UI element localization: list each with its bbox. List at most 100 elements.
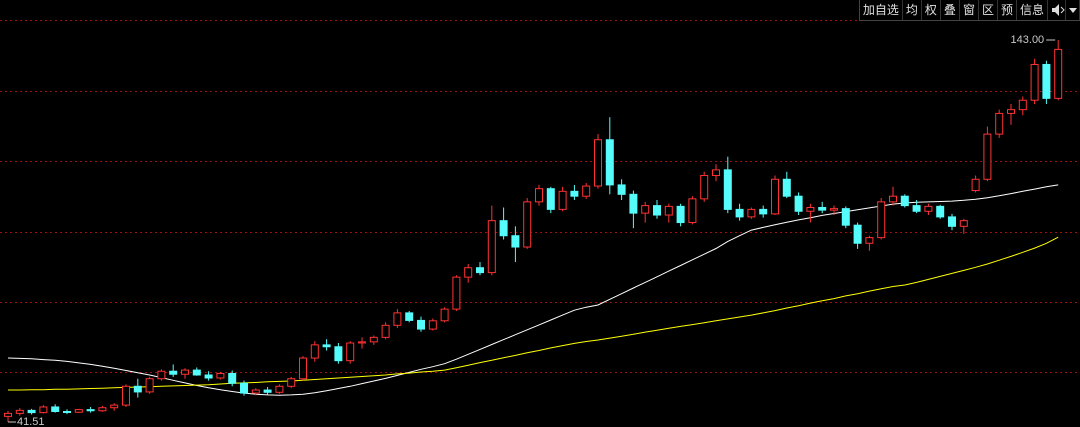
toolbar-button[interactable]: 权: [922, 0, 941, 20]
candle-body: [818, 206, 827, 211]
toolbar-button[interactable]: 信息: [1017, 0, 1048, 20]
candle-body: [15, 409, 24, 414]
moving-average-line: [7, 184, 1059, 396]
candle-body: [676, 205, 685, 224]
moving-average-line: [8, 236, 1059, 391]
candle-body: [110, 404, 119, 409]
candle-body: [393, 312, 402, 326]
candle-body: [251, 389, 260, 394]
candle-body: [464, 267, 473, 278]
candle-body: [86, 409, 95, 412]
toolbar-button[interactable]: 窗: [960, 0, 979, 20]
candle-body: [39, 406, 48, 414]
candle-body: [240, 382, 248, 394]
candle-body: [499, 220, 508, 237]
candle-body: [641, 205, 650, 214]
candle-body: [723, 169, 732, 210]
candle-body: [936, 205, 945, 218]
candle-body: [452, 276, 461, 310]
dropdown-icon[interactable]: [1066, 0, 1080, 20]
candle-body: [570, 190, 579, 197]
candle-body: [310, 344, 319, 359]
candle-body: [712, 169, 720, 177]
candle-body: [924, 205, 933, 212]
candle-body: [228, 372, 237, 384]
candle-body: [582, 185, 591, 197]
candle-body: [428, 320, 437, 330]
candle-body: [664, 205, 673, 216]
candle-body: [535, 188, 543, 203]
candle-body: [889, 195, 897, 203]
candle-body: [511, 235, 520, 248]
candle-body: [133, 385, 142, 393]
toolbar-button[interactable]: 预: [998, 0, 1017, 20]
candle-body: [830, 208, 838, 211]
candle-body: [299, 357, 307, 380]
candle-body: [1054, 48, 1063, 99]
candle-body: [546, 188, 555, 210]
candle-body: [476, 267, 484, 274]
min-price-label: 41.51: [17, 416, 45, 427]
candle-body: [841, 208, 850, 226]
candle-body: [263, 389, 272, 393]
toolbar-button[interactable]: 加自选: [860, 0, 903, 20]
candle-body: [983, 133, 992, 180]
candle-body: [63, 410, 71, 413]
candle-body: [605, 139, 614, 186]
candle-body: [959, 220, 968, 227]
toolbar-button[interactable]: 区: [979, 0, 998, 20]
candle-body: [629, 193, 638, 214]
candle-body: [346, 342, 355, 362]
candle-body: [369, 336, 378, 343]
toolbar: 加自选均权叠窗区预信息: [858, 0, 1080, 21]
candle-body: [381, 324, 390, 338]
candle-body: [145, 378, 154, 393]
candle-body: [523, 201, 532, 248]
toolbar-button[interactable]: 均: [903, 0, 922, 20]
candle-body: [275, 385, 284, 393]
candle-body: [440, 308, 449, 322]
candle-body: [617, 184, 626, 195]
candle-body: [1007, 109, 1015, 114]
candle-body: [417, 319, 425, 330]
candle-body: [1018, 99, 1027, 111]
candle-body: [157, 370, 166, 380]
candle-body: [181, 369, 189, 375]
candle-body: [782, 178, 791, 197]
candle-body: [794, 195, 803, 212]
candle-body: [806, 206, 815, 212]
candle-body: [322, 344, 331, 348]
sound-icon[interactable]: [1048, 0, 1066, 20]
candle-body: [204, 374, 213, 379]
candle-body: [74, 409, 83, 413]
candle-body: [1042, 63, 1051, 99]
candle-body: [995, 112, 1004, 135]
candle-body: [853, 224, 862, 244]
candle-body: [4, 412, 12, 417]
candle-body: [594, 139, 602, 187]
candle-body: [358, 341, 366, 344]
candle-body: [1030, 63, 1039, 101]
candle-body: [688, 198, 697, 224]
candle-body: [169, 370, 178, 375]
candle-body: [98, 407, 107, 412]
candle-body: [971, 178, 980, 192]
candle-body: [487, 220, 496, 274]
candle-body: [122, 385, 130, 406]
candle-body: [334, 346, 343, 362]
candle-body: [700, 175, 709, 200]
candle-body: [192, 369, 201, 376]
candle-body: [877, 201, 886, 239]
candle-body: [735, 208, 744, 218]
candle-body: [51, 406, 60, 412]
candle-body: [747, 208, 756, 218]
candle-body: [405, 312, 414, 321]
candle-body: [900, 195, 909, 207]
candle-body: [653, 205, 661, 216]
candle-body: [558, 190, 567, 210]
toolbar-button[interactable]: 叠: [941, 0, 960, 20]
candle-body: [948, 216, 956, 227]
candle-body: [912, 205, 921, 212]
